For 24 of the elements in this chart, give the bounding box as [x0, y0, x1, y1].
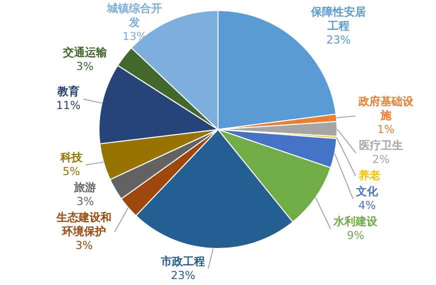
data-label: 5%	[62, 164, 80, 178]
slice-label: 医疗卫生	[359, 138, 403, 152]
data-label: 9%	[346, 228, 364, 242]
slice-label: 科技	[59, 150, 84, 164]
slice-label: 交通运输	[62, 46, 108, 59]
slice-label: 城镇综合开发	[106, 2, 162, 29]
slice-label: 生态建设和环境保护	[56, 210, 112, 238]
slice-label: 养老	[358, 168, 381, 182]
data-label: 11%	[56, 98, 81, 112]
slice-label: 市政工程	[160, 254, 206, 268]
data-label: 3%	[76, 60, 94, 73]
data-label: 3%	[76, 194, 94, 208]
data-label: 1%	[377, 122, 395, 136]
slice-label: 水利建设	[332, 214, 379, 228]
slice-label: 教育	[56, 84, 80, 98]
slice-label: 政府基础设施	[357, 94, 414, 122]
slice-label: 保障性安居工程	[310, 5, 366, 32]
data-label: 23%	[170, 268, 196, 282]
data-label: 2%	[372, 152, 390, 166]
data-label: 23%	[326, 33, 351, 46]
slice-label: 文化	[355, 184, 380, 198]
slice-label: 旅游	[73, 180, 96, 194]
data-label: 4%	[358, 198, 376, 212]
data-label: 3%	[75, 238, 93, 252]
